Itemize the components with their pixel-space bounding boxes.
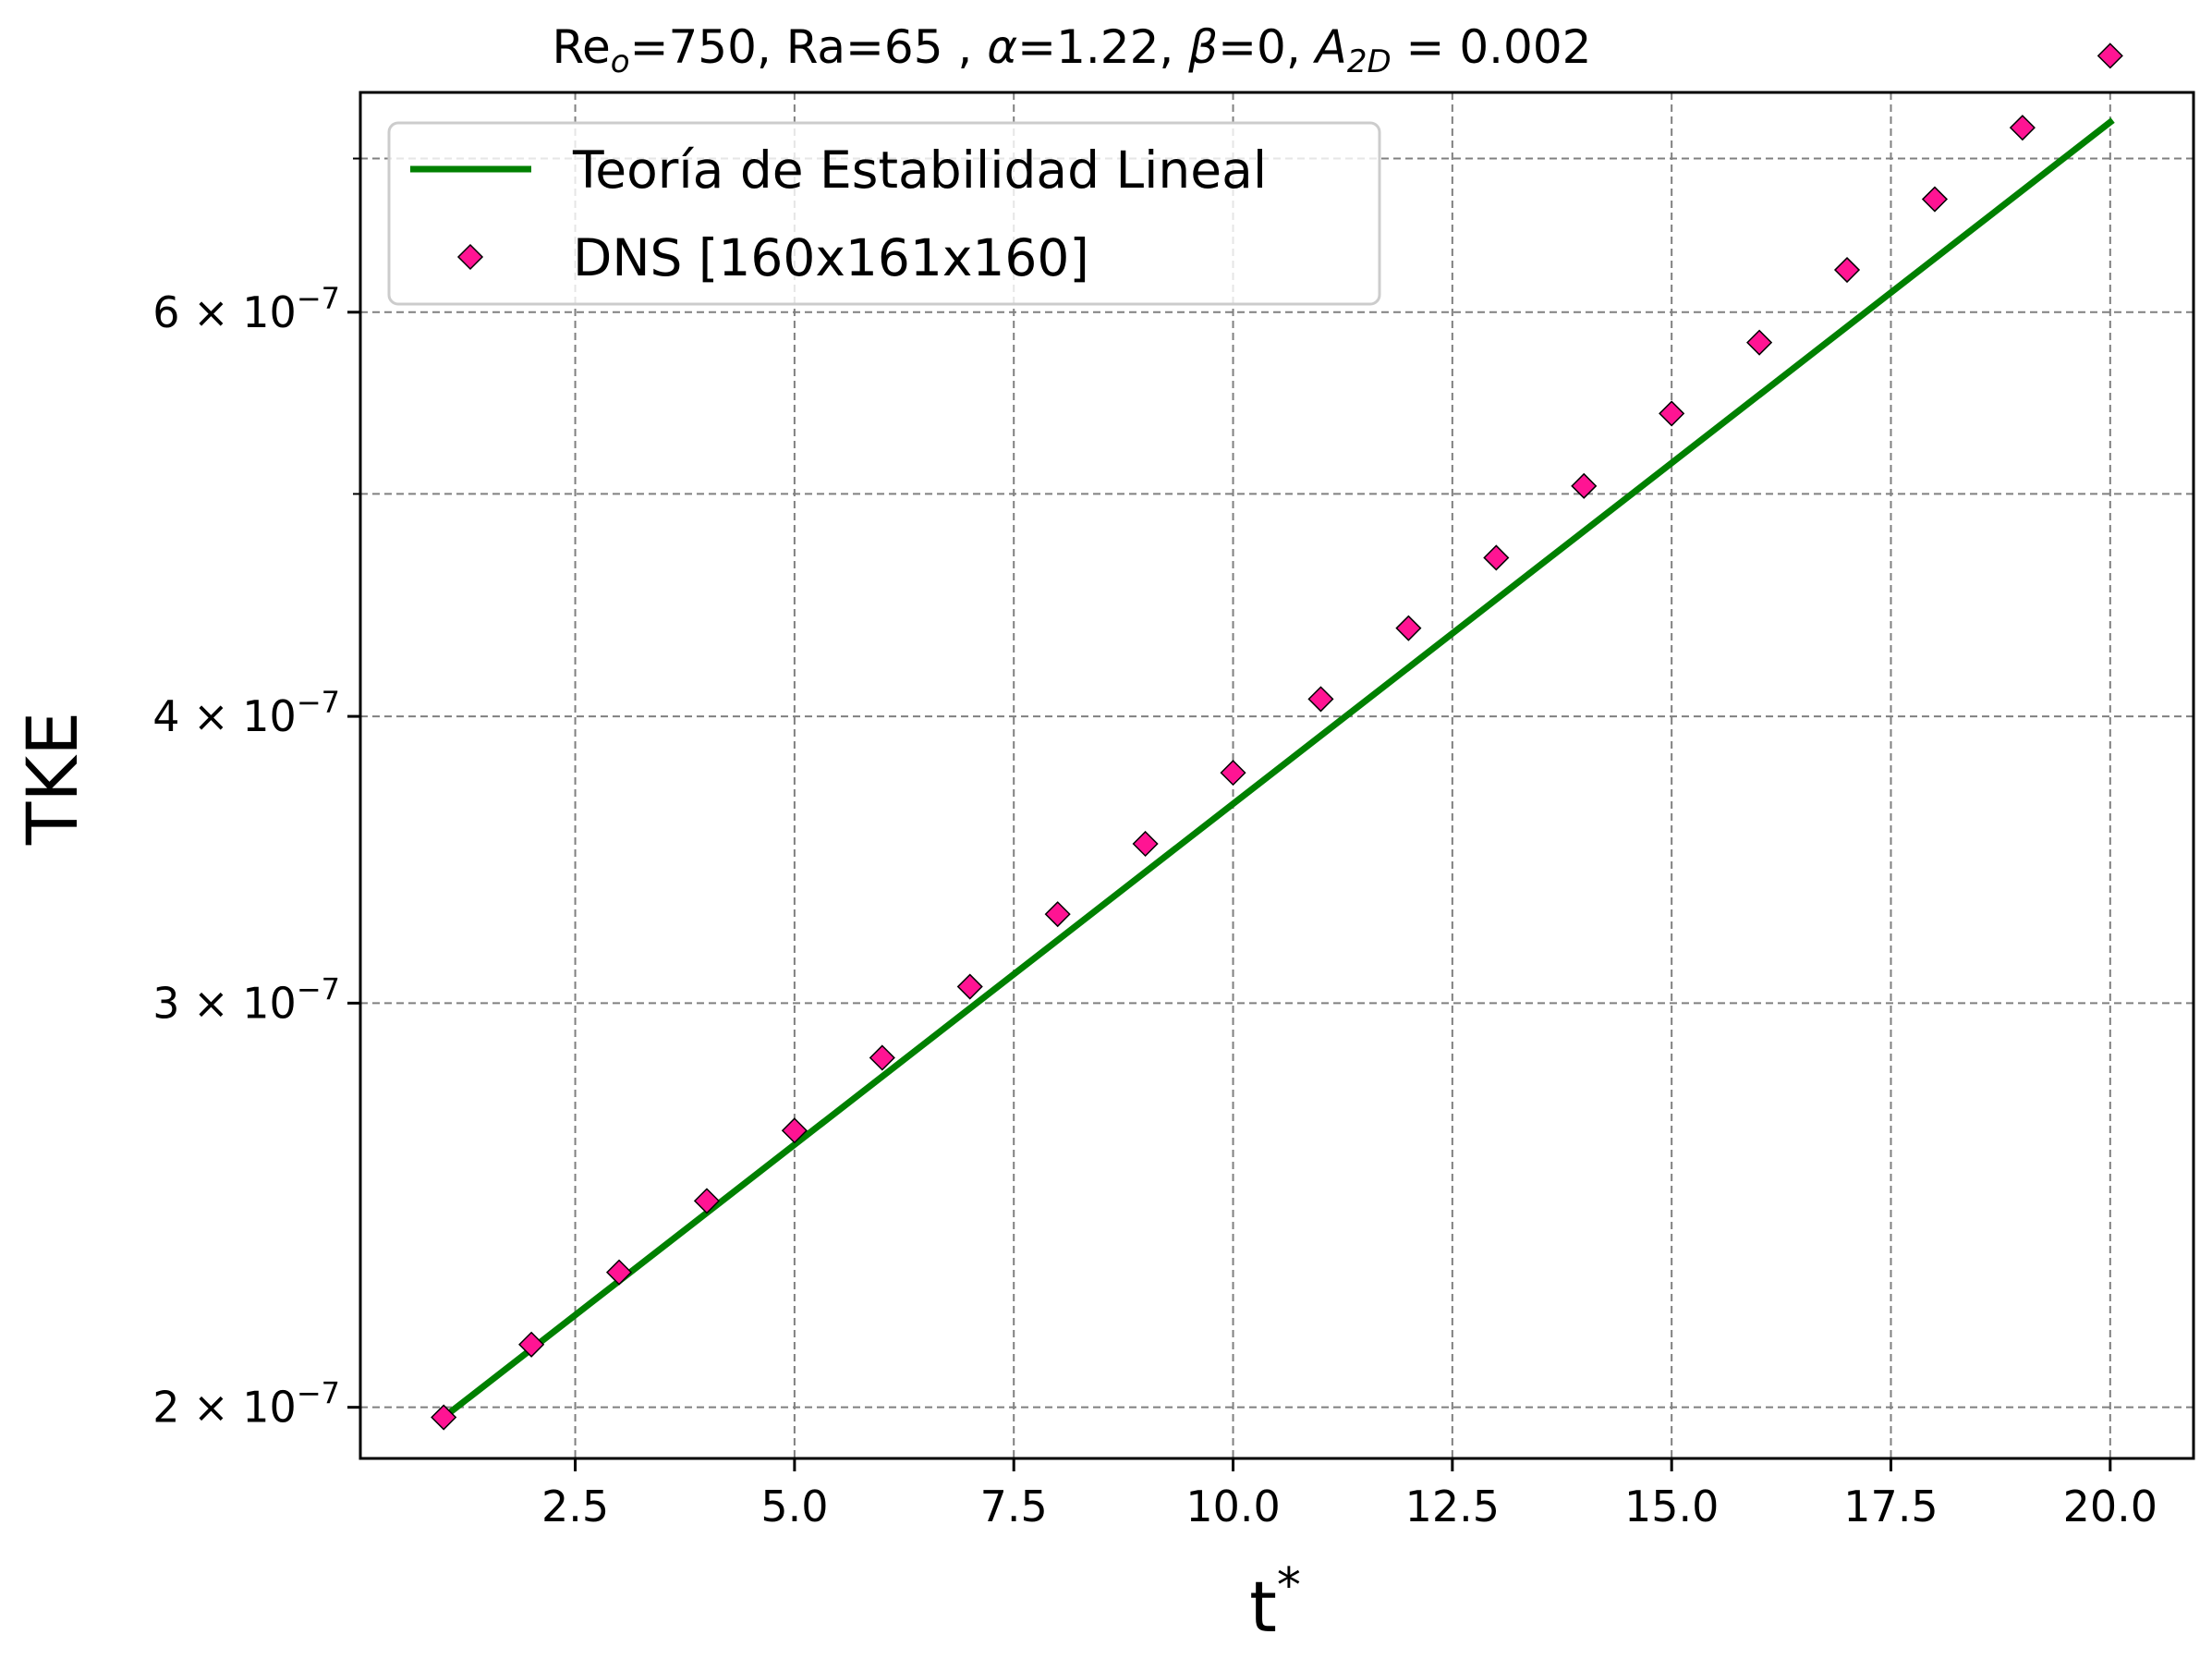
dns-point <box>869 1044 895 1071</box>
x-tick-label: 5.0 <box>760 1482 828 1531</box>
y-tick-label: 4 × 10−7 <box>152 685 340 741</box>
dns-point <box>1746 329 1773 356</box>
dns-point <box>1571 472 1598 499</box>
linear-theory-line <box>439 117 2115 1422</box>
title-prefix-sub: o <box>611 43 630 80</box>
dns-point <box>781 1117 808 1144</box>
dns-point <box>956 973 983 1000</box>
dns-point <box>605 1259 633 1286</box>
y-tick-label: 2 × 10−7 <box>152 1376 340 1433</box>
dns-point <box>2009 115 2036 141</box>
title-amp-value: = 0.002 <box>1392 20 1592 74</box>
y-axis-title: TKE <box>11 712 93 846</box>
dns-point <box>1395 615 1422 641</box>
title-mid: =750, Ra=65 , <box>630 20 988 74</box>
dns-point <box>518 1331 545 1358</box>
dns-point <box>1833 256 1861 284</box>
x-axis-label-sup: * <box>1277 1558 1301 1614</box>
title-alpha-value: =1.22, <box>1017 20 1188 74</box>
legend-label-linear-theory: Teoría de Estabilidad Lineal <box>572 140 1267 200</box>
series-layer <box>431 43 2123 1431</box>
legend: Teoría de Estabilidad Lineal DNS [160x16… <box>387 121 1381 306</box>
dns-point <box>1132 830 1159 858</box>
title-prefix: Re <box>553 20 611 74</box>
title-beta-value: =0, <box>1218 20 1316 74</box>
title-amp-sub: 2D <box>1347 43 1392 80</box>
x-tick-label: 10.0 <box>1185 1482 1280 1531</box>
dns-point <box>2097 43 2123 69</box>
x-tick-label: 7.5 <box>980 1482 1048 1531</box>
dns-point <box>1307 686 1334 713</box>
legend-marker-swatch <box>456 243 484 271</box>
legend-label-dns: DNS [160x161x160] <box>573 228 1089 287</box>
x-axis-title: t* <box>1249 1558 1301 1648</box>
dns-point <box>431 1404 457 1431</box>
title-alpha-symbol: α <box>987 20 1017 74</box>
x-tick-label: 20.0 <box>2063 1482 2157 1531</box>
dns-point <box>1220 760 1246 787</box>
legend-box <box>387 121 1381 306</box>
dns-point <box>1659 400 1685 427</box>
x-tick-label: 12.5 <box>1405 1482 1500 1531</box>
plot-frame <box>359 91 2195 1460</box>
x-tick-label: 2.5 <box>541 1482 609 1531</box>
y-tick-label: 6 × 10−7 <box>152 281 340 337</box>
dns-point <box>1483 544 1510 571</box>
dns-point <box>693 1188 721 1214</box>
axis-ticks: 2.5 5.0 7.5 10.0 12.5 15.0 17.5 20.0 2 × 10−7 3 ×… <box>152 157 2157 1531</box>
title-amp-symbol: A <box>1313 20 1347 74</box>
x-tick-label: 17.5 <box>1843 1482 1938 1531</box>
x-tick-label: 15.0 <box>1624 1482 1719 1531</box>
dns-point <box>1044 901 1071 928</box>
y-tick-label: 3 × 10−7 <box>152 971 340 1028</box>
title-beta-symbol: β <box>1187 20 1218 74</box>
dns-point <box>1921 186 1949 213</box>
chart-title: Reo=750, Ra=65 , α=1.22, β=0, A2D = 0.00… <box>553 20 1592 80</box>
x-axis-label: t <box>1249 1566 1277 1648</box>
